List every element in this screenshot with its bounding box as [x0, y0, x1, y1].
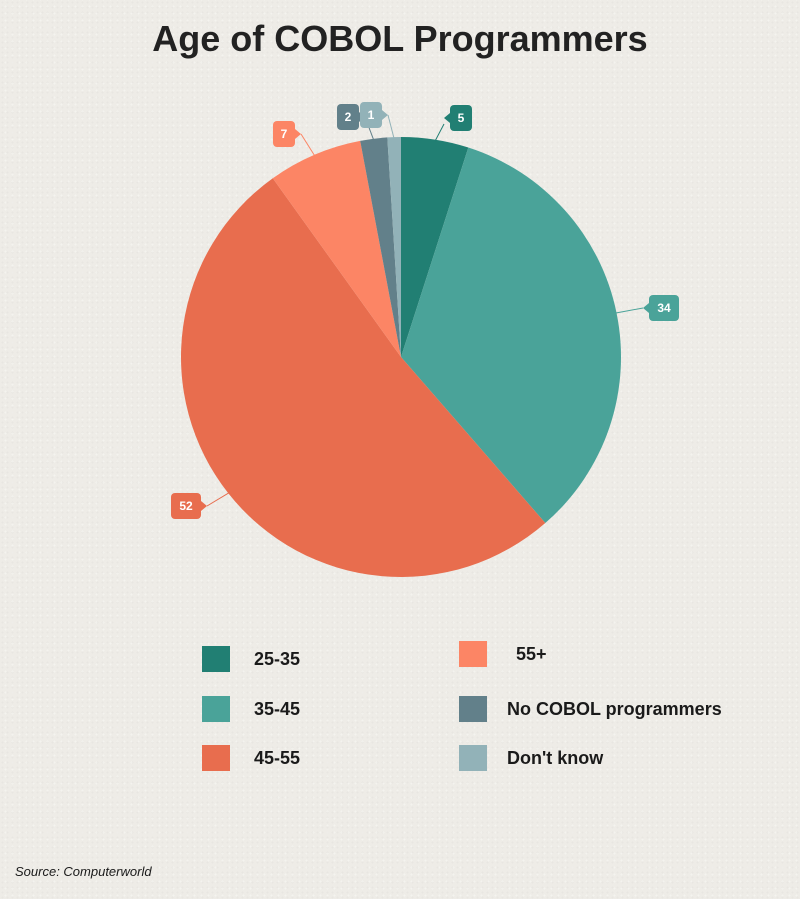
label-box — [649, 295, 679, 321]
label-leader-line — [206, 491, 231, 507]
label-box — [337, 104, 359, 130]
data-label: 52 — [171, 491, 231, 519]
data-label-value: 52 — [179, 499, 193, 513]
label-box — [171, 493, 201, 519]
label-pointer — [643, 303, 649, 313]
legend-swatch — [459, 696, 487, 722]
legend-label: 25-35 — [254, 648, 301, 669]
data-label: 7 — [273, 121, 316, 157]
data-label-value: 7 — [281, 127, 288, 141]
label-pointer — [382, 110, 388, 120]
chart-title: Age of COBOL Programmers — [152, 18, 648, 59]
label-leader-line — [300, 133, 316, 157]
data-label-value: 1 — [368, 108, 375, 122]
legend-swatch — [459, 641, 487, 667]
pie-slices — [180, 137, 621, 577]
legend-swatch — [459, 745, 487, 771]
label-leader-line — [387, 114, 395, 140]
pie-slice-45-55[interactable] — [180, 178, 546, 577]
legend-swatch — [202, 745, 230, 771]
legend-label: 35-45 — [254, 698, 301, 719]
label-pointer — [201, 501, 207, 511]
label-leader-line — [434, 123, 445, 142]
pie-slice-55-[interactable] — [272, 140, 401, 357]
label-leader-line — [614, 307, 644, 314]
pie-slice-35-45[interactable] — [401, 147, 621, 524]
pie-slice-don-t-know[interactable] — [387, 137, 401, 357]
label-box — [273, 121, 295, 147]
legend-item-55-plus[interactable]: 55+ — [459, 641, 547, 667]
data-label-value: 2 — [345, 110, 352, 124]
data-label: 1 — [360, 102, 395, 140]
data-label-value: 34 — [657, 301, 671, 315]
label-box — [450, 105, 472, 131]
legend-item-25-35[interactable]: 25-35 — [202, 646, 300, 672]
legend-item-no-cobol-programmers[interactable]: No COBOL programmers — [459, 696, 722, 722]
legend-swatch — [202, 696, 230, 722]
legend-label: Don't know — [507, 747, 604, 768]
legend-item-dont-know[interactable]: Don't know — [459, 745, 603, 771]
label-box — [360, 102, 382, 128]
legend-swatch — [202, 646, 230, 672]
label-pointer — [295, 129, 301, 139]
data-label: 5 — [434, 105, 472, 142]
source-note: Source: Computerworld — [15, 864, 152, 879]
legend-item-35-45[interactable]: 35-45 — [202, 696, 300, 722]
legend-item-45-55[interactable]: 45-55 — [202, 745, 300, 771]
legend-label: No COBOL programmers — [507, 698, 722, 719]
data-label-value: 5 — [458, 111, 465, 125]
legend-label: 45-55 — [254, 747, 301, 768]
legend-label: 55+ — [516, 643, 547, 664]
pie-slice-25-35[interactable] — [401, 137, 469, 357]
label-pointer — [444, 113, 450, 123]
pie-data-labels: 5 34 52 7 2 1 — [171, 102, 679, 519]
data-label: 34 — [614, 295, 679, 321]
pie-slice-no-cobol-programmers[interactable] — [360, 137, 401, 357]
